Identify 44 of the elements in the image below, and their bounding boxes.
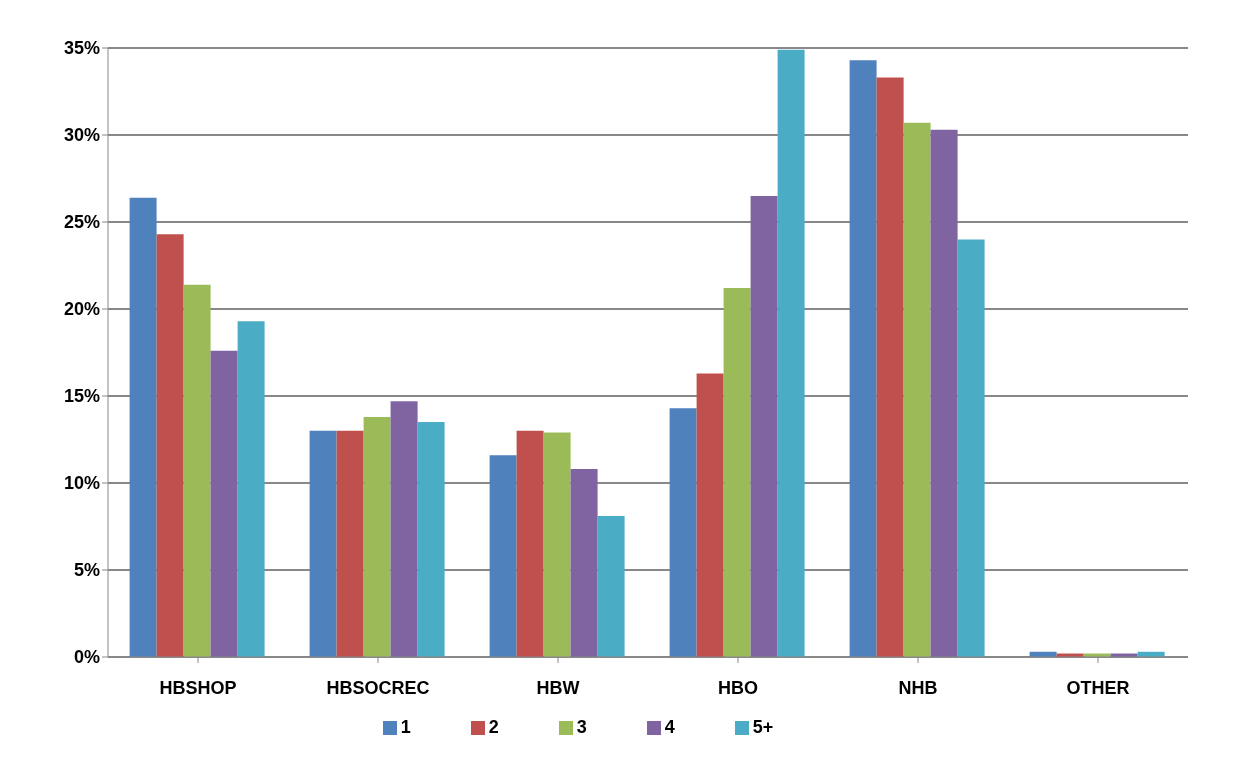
- bar: [210, 350, 238, 657]
- bar: [489, 455, 517, 657]
- bar: [597, 516, 625, 657]
- bar: [669, 408, 697, 657]
- bar: [696, 373, 724, 657]
- bar: [516, 430, 544, 657]
- y-tick-label: 25%: [63, 212, 100, 233]
- bar: [336, 430, 364, 657]
- y-tick-label: 0%: [73, 647, 100, 668]
- legend-label: 4: [664, 717, 675, 737]
- legend-label: 3: [576, 717, 587, 737]
- bar: [237, 321, 265, 657]
- y-tick-label: 30%: [63, 125, 100, 146]
- bar: [750, 195, 778, 657]
- bar: [777, 49, 805, 657]
- bar: [723, 288, 751, 657]
- bar: [543, 432, 571, 657]
- y-tick-label: 20%: [63, 299, 100, 320]
- y-tick-label: 35%: [63, 38, 100, 59]
- x-tick-label: NHB: [898, 677, 938, 698]
- bar: [156, 234, 184, 657]
- legend-label: 1: [400, 717, 411, 737]
- legend-label: 5+: [752, 717, 774, 737]
- y-tick-label: 15%: [63, 386, 100, 407]
- bar: [417, 422, 445, 657]
- bar: [876, 77, 904, 657]
- bar: [957, 239, 985, 657]
- x-tick-label: OTHER: [1066, 677, 1130, 698]
- x-tick-label: HBW: [536, 677, 580, 698]
- bar: [183, 284, 211, 657]
- x-tick-label: HBO: [718, 677, 758, 698]
- x-tick-label: HBSHOP: [159, 677, 237, 698]
- bar: [849, 60, 877, 657]
- y-tick-label: 10%: [63, 473, 100, 494]
- bar: [363, 416, 391, 657]
- bar: [129, 197, 157, 657]
- bar: [930, 129, 958, 657]
- bar: [570, 469, 598, 657]
- legend-label: 2: [488, 717, 499, 737]
- bar: [390, 401, 418, 657]
- y-tick-label: 5%: [73, 560, 100, 581]
- bar: [309, 430, 337, 657]
- bar: [903, 122, 931, 657]
- x-tick-label: HBSOCREC: [326, 677, 430, 698]
